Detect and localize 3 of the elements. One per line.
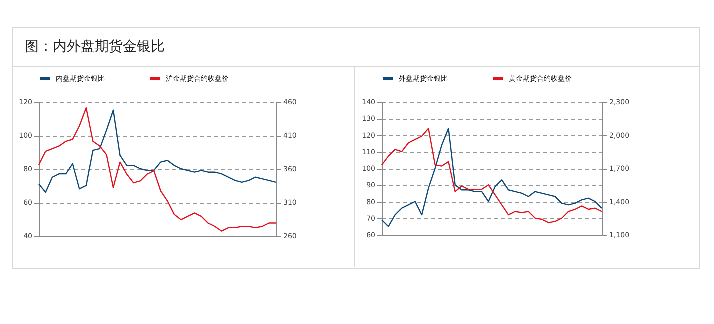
line-series bbox=[38, 107, 277, 232]
chart-title: 图：内外盘期货金银比 bbox=[13, 28, 699, 67]
line-series bbox=[38, 110, 277, 194]
